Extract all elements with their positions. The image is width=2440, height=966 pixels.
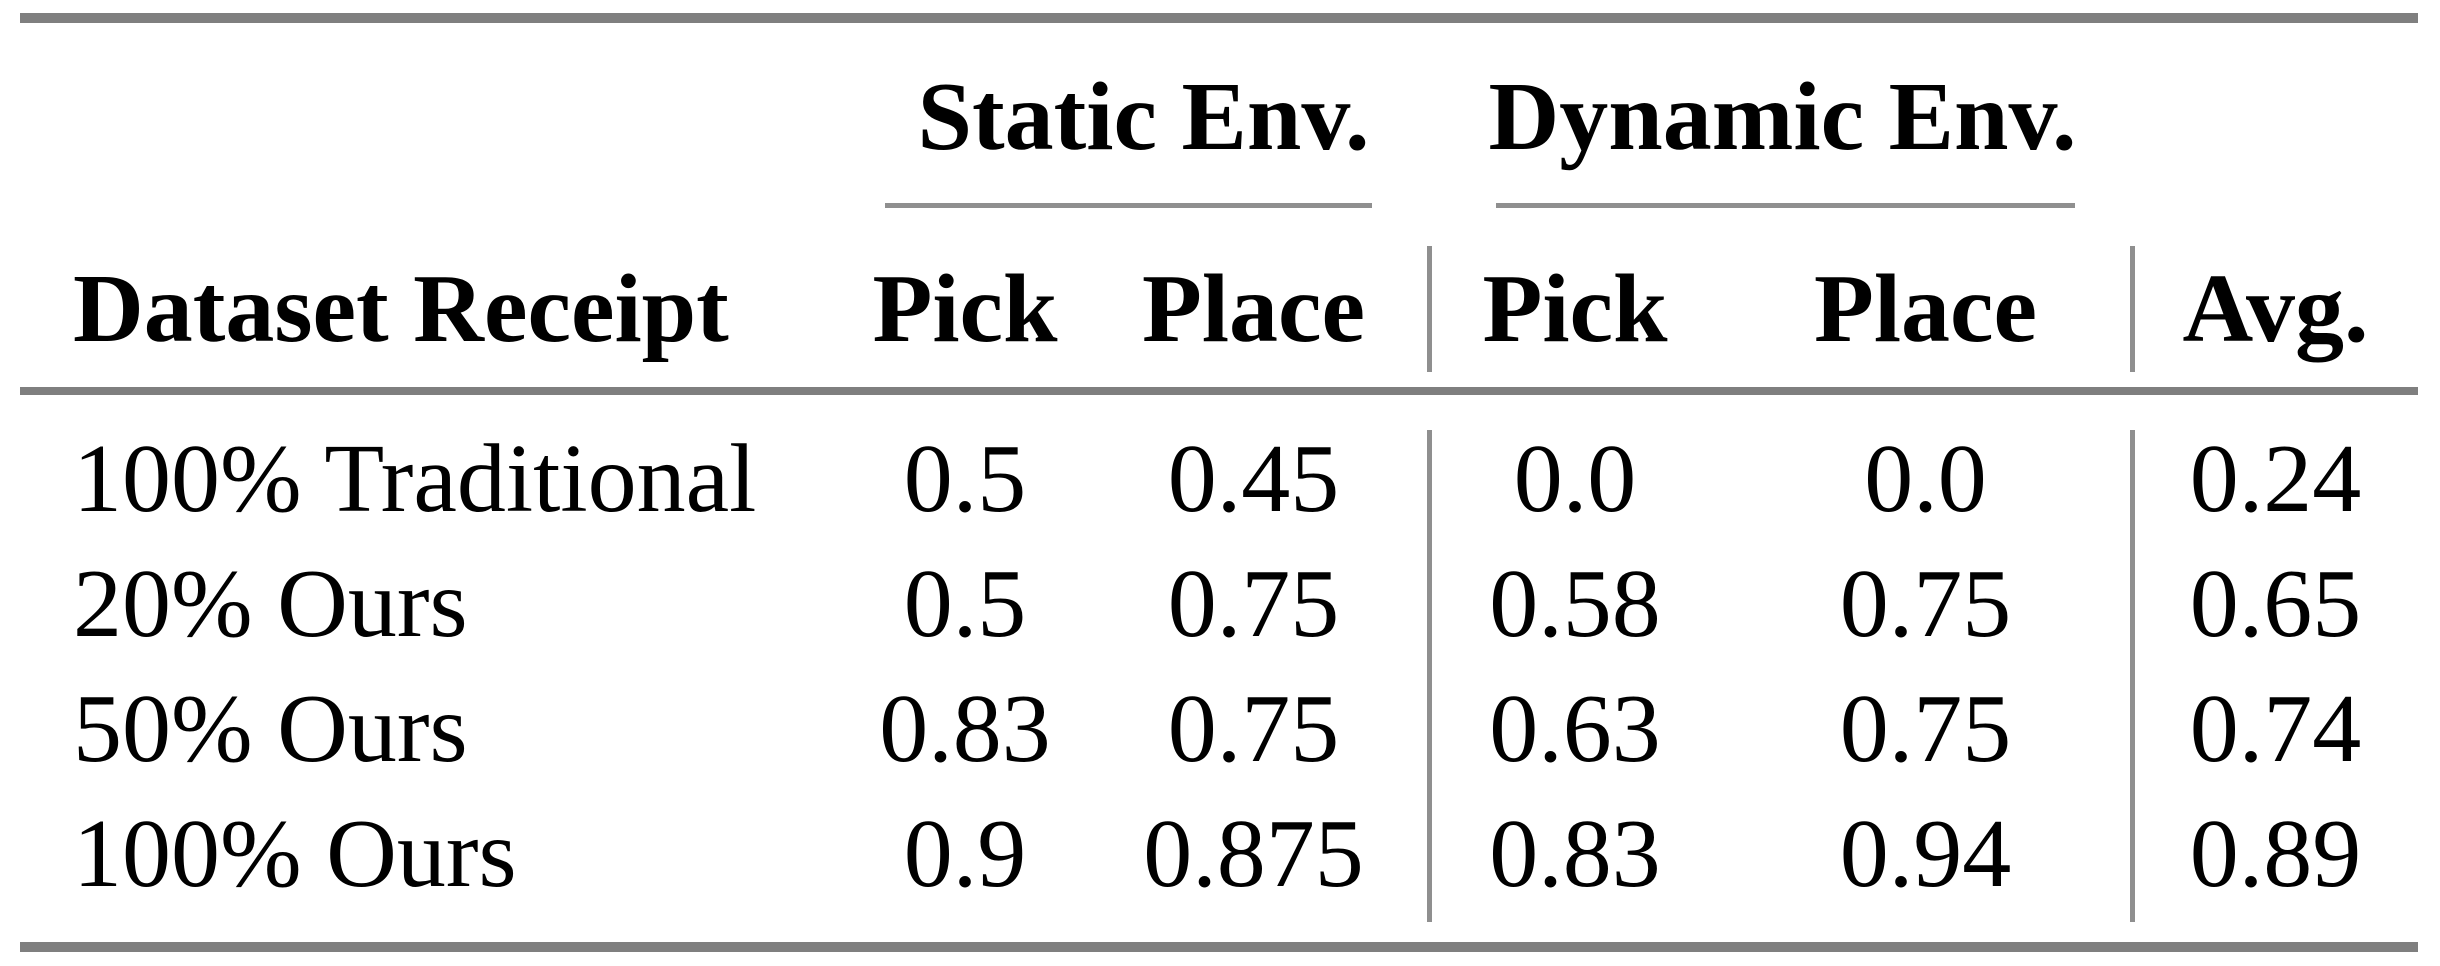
table-cell: 0.89 [2189, 800, 2362, 908]
table-grid: Static Env. Dynamic Env. Dataset Receipt… [20, 23, 2418, 942]
column-header-static-place: Place [1141, 254, 1366, 363]
column-group-dynamic-env: Dynamic Env. [1432, 23, 2133, 210]
row-label: 50% Ours [73, 675, 468, 783]
table-cell: 0.5 [903, 425, 1027, 533]
table-cell: 0.75 [1839, 550, 2012, 658]
table-cell: 0.74 [2189, 675, 2362, 783]
header-separator-dynamic-avg [2130, 246, 2135, 372]
table-cell: 0.94 [1839, 800, 2012, 908]
column-group-static-env: Static Env. [855, 23, 1432, 210]
column-header-dynamic-pick: Pick [1482, 254, 1668, 363]
table-cell: 0.5 [903, 550, 1027, 658]
body-separator-dynamic-avg [2130, 430, 2135, 922]
table-cell: 0.63 [1489, 675, 1661, 783]
table-cell: 0.83 [879, 675, 1051, 783]
table-cell: 0.875 [1143, 800, 1364, 908]
column-group-label: Dynamic Env. [1488, 62, 2077, 171]
table-cell: 0.75 [1167, 675, 1340, 783]
table-top-rule [20, 13, 2418, 23]
header-body-rule [20, 387, 2418, 395]
table-cell: 0.24 [2189, 425, 2362, 533]
column-group-label: Static Env. [917, 62, 1370, 171]
table-cell: 0.58 [1489, 550, 1661, 658]
table-cell: 0.75 [1167, 550, 1340, 658]
column-header-static-pick: Pick [872, 254, 1058, 363]
table-cell: 0.9 [903, 800, 1027, 908]
table-bottom-rule [20, 942, 2418, 952]
row-label: 100% Traditional [73, 425, 757, 533]
header-separator-static-dynamic [1427, 246, 1432, 372]
dynamic-env-underline-rule [1496, 203, 2075, 208]
table-cell: 0.65 [2189, 550, 2362, 658]
body-separator-static-dynamic [1427, 430, 1432, 922]
column-header-dynamic-place: Place [1813, 254, 2038, 363]
table-cell: 0.83 [1489, 800, 1661, 908]
table-cell: 0.0 [1513, 425, 1637, 533]
column-header-avg: Avg. [2182, 254, 2369, 363]
row-label: 100% Ours [73, 800, 517, 908]
table-cell: 0.0 [1864, 425, 1987, 533]
column-header-dataset-receipt: Dataset Receipt [73, 254, 729, 363]
table-cell: 0.45 [1167, 425, 1340, 533]
body-top-spacer [20, 395, 2418, 417]
static-env-underline-rule [885, 203, 1372, 208]
row-label: 20% Ours [73, 550, 468, 658]
table-cell: 0.75 [1839, 675, 2012, 783]
results-table: Static Env. Dynamic Env. Dataset Receipt… [20, 13, 2418, 952]
